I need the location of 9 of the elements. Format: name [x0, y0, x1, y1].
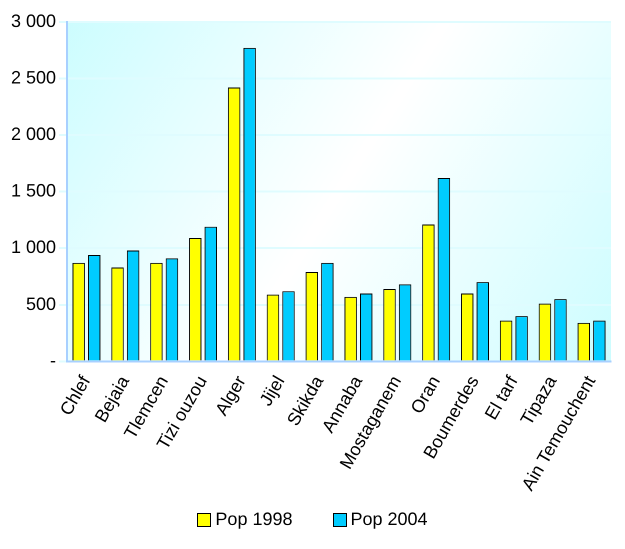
y-tick-label: 2 500 — [10, 67, 56, 88]
legend-label: Pop 1998 — [215, 509, 292, 530]
y-tick-label: 1 500 — [10, 180, 56, 201]
y-tick-label: 3 000 — [10, 10, 56, 31]
legend-label: Pop 2004 — [350, 509, 428, 530]
y-tick-label: - — [50, 350, 56, 370]
y-tick-label: 2 000 — [10, 124, 56, 144]
y-tick-label: 500 — [26, 294, 56, 314]
y-tick-label: 1 000 — [10, 237, 56, 258]
